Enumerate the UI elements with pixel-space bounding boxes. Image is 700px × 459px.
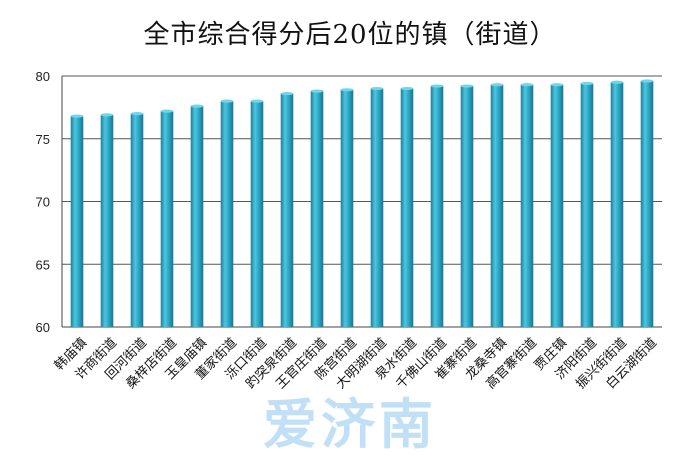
- gridlines: [62, 75, 662, 328]
- bar-19: [610, 82, 624, 328]
- bar-2: [100, 114, 114, 327]
- bar-cap: [430, 84, 444, 88]
- y-tick-label: 80: [36, 69, 50, 84]
- bar-cap: [250, 99, 264, 103]
- y-tick-label: 70: [36, 195, 50, 210]
- bar-5: [190, 106, 204, 328]
- bar-17: [550, 84, 564, 327]
- bar-cap: [370, 86, 384, 91]
- bar-18: [580, 83, 594, 327]
- bar-13: [430, 86, 444, 327]
- bar-15: [490, 84, 504, 327]
- bar-cap: [640, 79, 654, 83]
- y-tick-label: 65: [36, 257, 50, 272]
- bar-cap: [460, 84, 474, 88]
- bar-12: [400, 88, 414, 327]
- bar-cap: [70, 114, 84, 118]
- bar-cap: [310, 89, 324, 93]
- watermark-logo: 爱济南: [263, 393, 437, 456]
- bar-cap: [580, 81, 594, 86]
- bar-cap: [400, 86, 414, 91]
- bar-cap: [340, 88, 354, 92]
- bar-7: [250, 101, 264, 327]
- bars: [70, 79, 654, 328]
- bar-cap: [520, 83, 534, 87]
- bar-9: [310, 91, 324, 327]
- bar-11: [370, 88, 384, 327]
- bar-cap: [130, 112, 144, 116]
- y-tick-labels: 60 65 70 75 80: [36, 69, 50, 335]
- bar-16: [520, 84, 534, 327]
- bar-1: [70, 116, 84, 327]
- y-tick-label: 60: [36, 320, 50, 335]
- bar-cap: [550, 83, 564, 87]
- bar-8: [280, 93, 294, 327]
- bar-3: [130, 113, 144, 328]
- y-tick-label: 75: [36, 132, 50, 147]
- chart-title: 全市综合得分后20位的镇（街道）: [143, 20, 557, 50]
- bar-14: [460, 86, 474, 327]
- bar-cap: [220, 99, 234, 103]
- bar-cap: [610, 80, 624, 84]
- bar-cap: [280, 91, 294, 96]
- bar-20: [640, 81, 654, 328]
- bar-cap: [490, 83, 504, 87]
- bar-4: [160, 111, 174, 327]
- bar-cap: [160, 109, 174, 113]
- bar-cap: [190, 104, 204, 108]
- bar-6: [220, 101, 234, 327]
- bar-10: [340, 89, 354, 328]
- bar-cap: [100, 113, 114, 117]
